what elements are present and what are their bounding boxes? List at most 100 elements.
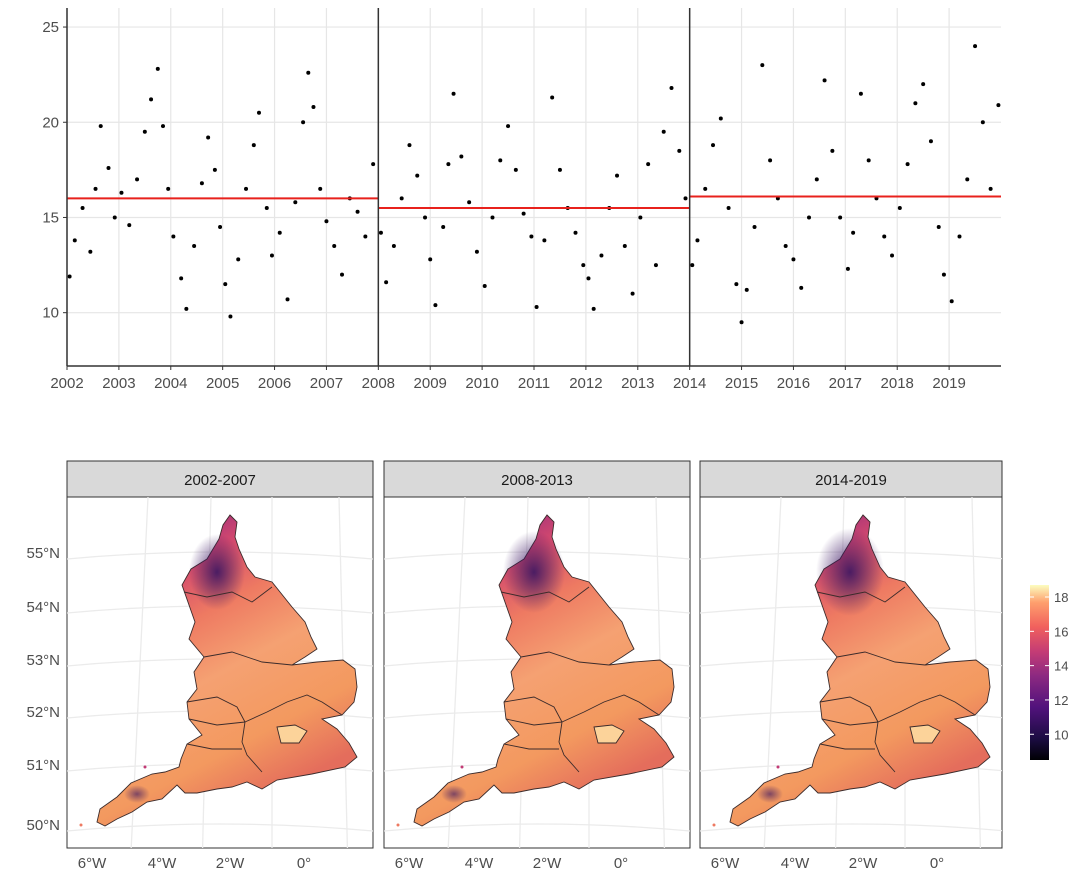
data-point <box>814 177 819 182</box>
data-point <box>573 230 578 235</box>
data-point <box>890 253 895 258</box>
region-border <box>520 651 610 666</box>
region-border <box>819 696 879 723</box>
y-tick-label: 25 <box>42 19 59 36</box>
data-point <box>318 186 323 191</box>
data-point <box>718 116 723 121</box>
latitude-label: 55°N <box>26 545 60 562</box>
data-point <box>236 257 241 262</box>
data-point <box>179 276 184 281</box>
x-tick-label: 2016 <box>777 375 810 392</box>
data-point <box>306 70 311 75</box>
dartmoor-low-values <box>124 785 150 803</box>
region-fill <box>413 514 675 827</box>
data-point <box>228 314 233 319</box>
latitude-label: 51°N <box>26 757 60 774</box>
x-tick-label: 2006 <box>258 375 291 392</box>
dartmoor-low-values <box>441 785 467 803</box>
region-border <box>836 651 926 666</box>
longitude-label: 6°W <box>78 855 107 872</box>
y-tick-label: 15 <box>42 209 59 226</box>
data-point <box>695 238 700 243</box>
data-point <box>726 205 731 210</box>
pennines-low-values <box>503 531 565 613</box>
data-point <box>206 135 211 140</box>
data-point <box>550 95 555 100</box>
data-point <box>711 143 716 148</box>
region-border <box>874 721 896 773</box>
data-point <box>88 249 93 254</box>
data-point <box>244 186 249 191</box>
data-point <box>332 244 337 249</box>
data-point <box>269 253 274 258</box>
data-point <box>534 304 539 309</box>
data-point <box>490 215 495 220</box>
data-point <box>311 105 316 110</box>
data-point <box>557 167 562 172</box>
map-panel-3: 2014-2019 <box>699 460 1003 849</box>
data-point <box>192 244 197 249</box>
data-point <box>838 215 843 220</box>
region-border <box>503 696 563 723</box>
latitude-label: 50°N <box>26 817 60 834</box>
region-border <box>188 718 246 726</box>
region-border <box>821 718 879 726</box>
dartmoor-low-values <box>757 785 783 803</box>
period-mean-lines <box>67 195 1001 209</box>
data-point <box>256 110 261 115</box>
region-border <box>500 586 590 603</box>
region-border <box>816 586 906 603</box>
england-shape <box>396 514 675 827</box>
region-border <box>558 721 580 773</box>
longitude-label: 0° <box>297 855 311 872</box>
region-fill <box>729 514 991 827</box>
england-map <box>712 514 991 827</box>
england-map <box>79 514 358 827</box>
x-tick-label: 2014 <box>673 375 706 392</box>
x-tick-label: 2018 <box>881 375 914 392</box>
data-point <box>638 215 643 220</box>
data-point <box>293 200 298 205</box>
legend-tick-label: 16 <box>1054 624 1068 639</box>
data-point <box>428 257 433 262</box>
region-border <box>183 586 273 603</box>
data-point <box>399 196 404 201</box>
legend-tick-label: 18 <box>1054 590 1068 605</box>
x-tick-label: 2017 <box>829 375 862 392</box>
data-point <box>171 234 176 239</box>
x-tick-label: 2007 <box>310 375 343 392</box>
data-point <box>988 186 993 191</box>
y-tick-label: 20 <box>42 114 59 131</box>
longitude-label: 2°W <box>849 855 878 872</box>
latitude-label: 52°N <box>26 704 60 721</box>
data-point <box>277 230 282 235</box>
data-point <box>851 230 856 235</box>
data-point <box>441 224 446 229</box>
data-point <box>467 200 472 205</box>
data-point <box>184 306 189 311</box>
data-point <box>905 162 910 167</box>
data-point <box>980 120 985 125</box>
data-point <box>93 186 98 191</box>
x-tick-label: 2015 <box>725 375 758 392</box>
data-point <box>677 148 682 153</box>
england-shape <box>712 514 991 827</box>
legend-tick-label: 10 <box>1054 727 1068 742</box>
x-tick-label: 2011 <box>518 375 550 392</box>
data-point <box>72 238 77 243</box>
data-point <box>127 223 132 228</box>
data-point <box>653 263 658 268</box>
data-point <box>739 320 744 325</box>
data-point <box>683 196 688 201</box>
x-tick-label: 2002 <box>50 375 83 392</box>
data-point <box>529 234 534 239</box>
data-point <box>415 173 420 178</box>
region-fill <box>96 514 358 827</box>
x-tick-label: 2003 <box>102 375 135 392</box>
panel-title: 2014-2019 <box>815 472 887 489</box>
london-region <box>909 724 941 744</box>
data-point <box>799 285 804 290</box>
data-point <box>340 272 345 277</box>
